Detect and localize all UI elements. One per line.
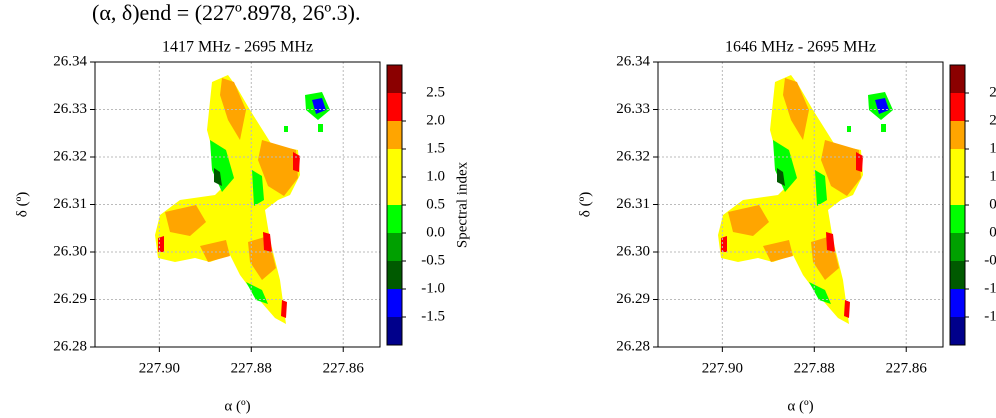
colorbar-band xyxy=(387,317,402,345)
y-axis-label: δ (º) xyxy=(577,192,593,217)
chart-title: 1417 MHz - 2695 MHz xyxy=(162,39,313,56)
colorbar-band xyxy=(950,149,965,177)
colorbar-tick-label: 0.5 xyxy=(989,196,996,212)
colorbar-band xyxy=(387,149,402,177)
y-tick-label: 26.31 xyxy=(53,196,87,212)
caption: (α, δ)end = (227º.8978, 26º.3). xyxy=(92,0,361,25)
y-tick-label: 26.33 xyxy=(53,101,87,117)
colorbar-tick-label: 1.0 xyxy=(426,168,445,184)
y-tick-label: 26.33 xyxy=(616,101,650,117)
colorbar-tick-label: -1.5 xyxy=(984,308,996,324)
plot-frame xyxy=(657,61,944,348)
y-tick-label: 26.28 xyxy=(616,338,650,354)
colorbar-label: Spectral index xyxy=(454,161,470,248)
colorbar-band xyxy=(387,93,402,121)
y-tick-label: 26.32 xyxy=(616,148,650,164)
colorbar-tick-label: 0.5 xyxy=(426,196,445,212)
colorbar-tick-label: 2.0 xyxy=(989,112,996,128)
colorbar-tick-label: -1.0 xyxy=(984,280,996,296)
x-axis-label: α (º) xyxy=(224,398,250,414)
colorbar-band xyxy=(950,261,965,289)
y-tick-label: 26.34 xyxy=(616,53,650,69)
colorbar-band xyxy=(950,121,965,149)
y-tick-label: 26.34 xyxy=(53,53,87,69)
colorbar-band xyxy=(387,233,402,261)
colorbar-tick-label: 0.0 xyxy=(426,224,445,240)
map-right xyxy=(718,75,893,324)
x-tick-label: 227.86 xyxy=(323,360,365,376)
y-tick-label: 26.30 xyxy=(53,243,87,259)
y-tick-label: 26.28 xyxy=(53,338,87,354)
colorbar-band xyxy=(387,205,402,233)
plot-frame xyxy=(94,61,381,348)
colorbar-tick-label: 1.5 xyxy=(426,140,445,156)
colorbar-tick-label: -1.5 xyxy=(421,308,445,324)
y-tick-label: 26.29 xyxy=(616,291,650,307)
y-axis-label: δ (º) xyxy=(14,192,30,217)
y-tick-label: 26.29 xyxy=(53,291,87,307)
colorbar-band xyxy=(950,93,965,121)
colorbar-band xyxy=(387,177,402,205)
y-tick-label: 26.30 xyxy=(616,243,650,259)
colorbar-band xyxy=(387,65,402,93)
colorbar-band xyxy=(387,261,402,289)
colorbar-tick-label: 2.0 xyxy=(426,112,445,128)
x-tick-label: 227.90 xyxy=(702,360,743,376)
colorbar-tick-label: -0.5 xyxy=(984,252,996,268)
colorbar-tick-label: 2.5 xyxy=(426,84,445,100)
colorbar-band xyxy=(950,289,965,317)
colorbar-tick-label: 2.5 xyxy=(989,84,996,100)
x-axis-label: α (º) xyxy=(787,398,813,414)
x-tick-label: 227.90 xyxy=(139,360,180,376)
map-left xyxy=(155,75,330,324)
chart-title: 1646 MHz - 2695 MHz xyxy=(725,39,876,56)
colorbar-band xyxy=(950,317,965,345)
x-tick-label: 227.88 xyxy=(231,360,272,376)
colorbar-band xyxy=(950,177,965,205)
colorbar-band xyxy=(950,205,965,233)
colorbar-band xyxy=(950,233,965,261)
y-tick-label: 26.31 xyxy=(616,196,650,212)
y-tick-label: 26.32 xyxy=(53,148,87,164)
colorbar-tick-label: -1.0 xyxy=(421,280,445,296)
x-tick-label: 227.86 xyxy=(886,360,928,376)
colorbar-band xyxy=(387,289,402,317)
colorbar-tick-label: -0.5 xyxy=(421,252,445,268)
colorbar-tick-label: 1.0 xyxy=(989,168,996,184)
x-tick-label: 227.88 xyxy=(794,360,835,376)
colorbar-band xyxy=(387,121,402,149)
colorbar-band xyxy=(950,65,965,93)
colorbar-tick-label: 1.5 xyxy=(989,140,996,156)
colorbar-tick-label: 0.0 xyxy=(989,224,996,240)
